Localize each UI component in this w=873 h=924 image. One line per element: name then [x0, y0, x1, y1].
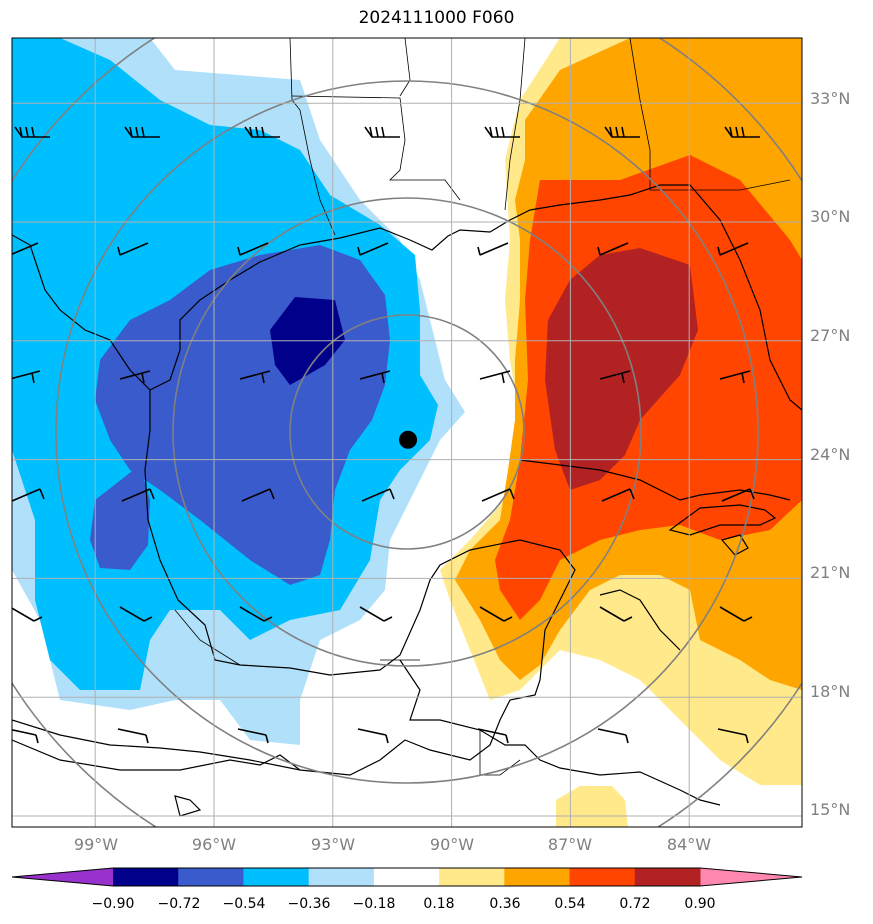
range-rings [12, 38, 802, 827]
wind-barb [12, 488, 45, 502]
lon-label: 87°W [548, 835, 592, 854]
colorbar-extend-low [12, 868, 113, 886]
colorbar-label: −0.36 [288, 896, 331, 912]
colorbar-tick-labels: −0.90 −0.72 −0.54 −0.36 −0.18 0.18 0.36 … [92, 896, 716, 912]
wind-barb [117, 242, 149, 256]
wind-barb [359, 370, 391, 384]
coastlines [12, 184, 802, 817]
wind-barb [717, 242, 749, 256]
fill-pos-072 [545, 248, 698, 490]
wind-barb [601, 488, 635, 502]
wind-barb [124, 126, 160, 138]
wind-barb [597, 242, 629, 256]
wind-barb [241, 488, 275, 502]
wind-barb [479, 370, 511, 384]
colorbar-label: 0.18 [423, 896, 454, 912]
lon-label: 90°W [430, 835, 474, 854]
lon-label: 96°W [192, 835, 236, 854]
fill-neg-054-b [90, 465, 150, 570]
colorbar-cell [504, 868, 571, 886]
wind-barb [717, 728, 749, 744]
wind-barb [239, 606, 273, 622]
lon-tick-labels: 99°W 96°W 93°W 90°W 87°W 84°W [74, 835, 711, 854]
wind-barb [357, 728, 389, 744]
lon-label: 93°W [311, 835, 355, 854]
fill-pos-018-b [556, 786, 628, 827]
wind-barb [479, 606, 513, 622]
wind-barb [117, 728, 149, 744]
wind-barb [121, 488, 155, 502]
colorbar-cell [373, 868, 440, 886]
wind-barb [119, 606, 153, 622]
wind-barb [361, 488, 395, 502]
lat-label: 33°N [810, 89, 850, 108]
wind-barb [604, 126, 640, 138]
wind-barb [597, 728, 629, 744]
colorbar-label: −0.54 [223, 896, 266, 912]
wind-barb [364, 126, 400, 138]
wind-barb [484, 126, 520, 138]
colorbar-label: 0.90 [684, 896, 715, 912]
wind-barb [12, 607, 43, 622]
lon-label: 99°W [74, 835, 118, 854]
colorbar-cell [243, 868, 310, 886]
wind-barb [359, 606, 393, 622]
wind-barb [599, 370, 631, 384]
borders [174, 38, 791, 776]
map-plot-area [12, 38, 802, 827]
colorbar-extend-high [700, 868, 802, 886]
colorbar: −0.90 −0.72 −0.54 −0.36 −0.18 0.18 0.36 … [11, 867, 803, 912]
wind-barb [239, 370, 271, 384]
wind-barbs [12, 126, 760, 744]
colorbar-cell [634, 868, 701, 886]
map-frame [11, 37, 803, 828]
lat-label: 18°N [810, 682, 850, 701]
lat-label: 24°N [810, 445, 850, 464]
wind-barb [477, 242, 509, 256]
colorbar-label: 0.36 [489, 896, 520, 912]
storm-center-marker [399, 430, 418, 449]
wind-barb [481, 488, 515, 502]
colorbar-label: −0.90 [92, 896, 135, 912]
map-title: 2024111000 F060 [358, 8, 515, 28]
wind-barb [721, 488, 755, 502]
colorbar-cell [569, 868, 636, 886]
colorbar-label: 0.72 [619, 896, 650, 912]
wind-barb [237, 242, 269, 256]
colorbar-label: −0.18 [353, 896, 396, 912]
wind-barb [12, 370, 41, 384]
colorbar-label: −0.72 [158, 896, 201, 912]
wind-barb [357, 242, 389, 256]
colorbar-cell [178, 868, 244, 886]
lat-label: 21°N [810, 563, 850, 582]
wind-barb [12, 729, 39, 744]
wind-barb [477, 728, 509, 744]
wind-barb [244, 126, 280, 138]
wind-barb [14, 126, 50, 138]
lat-label: 15°N [810, 800, 850, 819]
lon-label: 84°W [667, 835, 711, 854]
wind-barb [599, 606, 633, 622]
gridlines [12, 38, 802, 827]
wind-barb [724, 126, 760, 138]
lat-tick-labels: 33°N 30°N 27°N 24°N 21°N 18°N 15°N [810, 89, 850, 819]
colorbar-cell [113, 868, 179, 886]
lat-label: 30°N [810, 207, 850, 226]
wind-barb [119, 370, 151, 384]
wind-barb [719, 370, 751, 384]
lat-label: 27°N [810, 326, 850, 345]
wind-barb [237, 728, 269, 744]
wind-barb [719, 606, 753, 622]
colorbar-outline [11, 867, 803, 887]
colorbar-cell [308, 868, 375, 886]
colorbar-cell [439, 868, 505, 886]
colorbar-label: 0.54 [554, 896, 585, 912]
wind-barb [12, 242, 39, 256]
